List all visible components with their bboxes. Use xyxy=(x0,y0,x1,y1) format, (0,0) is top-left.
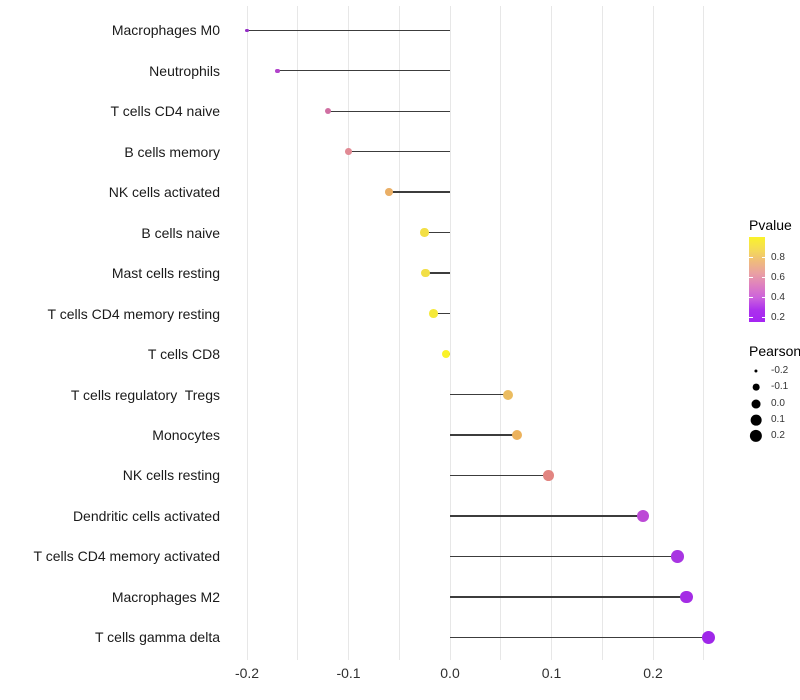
y-axis-label: T cells regulatory Tregs xyxy=(70,386,220,403)
x-axis-tick-label: -0.2 xyxy=(234,665,260,681)
lollipop-dot xyxy=(543,470,554,481)
lollipop-dot xyxy=(429,309,439,318)
y-axis-label: Neutrophils xyxy=(149,62,220,79)
lollipop-dot xyxy=(502,389,513,400)
y-axis-label: T cells CD8 xyxy=(147,346,220,363)
x-gridline xyxy=(449,6,451,660)
pearson-legend-label: 0.2 xyxy=(771,430,785,442)
colorbar-tick xyxy=(761,276,765,279)
colorbar-tick xyxy=(761,256,765,259)
lollipop-dot xyxy=(245,28,249,32)
x-axis-tick-label: 0.2 xyxy=(643,665,663,681)
x-gridline xyxy=(601,6,603,660)
lollipop-dot xyxy=(345,148,352,156)
lollipop-stem xyxy=(328,110,450,112)
y-axis-label: Mast cells resting xyxy=(111,265,220,282)
colorbar-tick xyxy=(749,276,753,279)
lollipop-dot xyxy=(702,630,716,644)
pvalue-colorbar xyxy=(749,237,765,322)
colorbar-tick-label: 0.6 xyxy=(771,271,785,283)
lollipop-dot xyxy=(420,228,429,237)
lollipop-dot xyxy=(325,108,332,115)
x-gridline xyxy=(348,6,349,660)
lollipop-stem xyxy=(424,231,450,234)
pearson-legend-label: -0.1 xyxy=(771,381,789,393)
lollipop-dot xyxy=(671,550,684,563)
lollipop-stem xyxy=(425,272,450,274)
lollipop-stem xyxy=(389,191,450,193)
y-axis-label: B cells memory xyxy=(124,143,220,160)
y-axis-label: T cells gamma delta xyxy=(94,629,220,646)
lollipop-stem xyxy=(450,555,678,558)
y-axis-label: Dendritic cells activated xyxy=(72,507,220,524)
pearson-legend-dot xyxy=(749,430,763,443)
pvalue-legend-title: Pvalue xyxy=(749,217,792,233)
colorbar-tick xyxy=(749,296,753,299)
y-axis-label: NK cells resting xyxy=(122,467,220,484)
colorbar-tick-label: 0.8 xyxy=(771,251,785,263)
colorbar-tick-label: 0.2 xyxy=(771,311,785,323)
y-axis-label: Macrophages M2 xyxy=(111,588,220,605)
lollipop-dot xyxy=(680,590,693,604)
lollipop-dot xyxy=(636,509,649,522)
y-axis-label: T cells CD4 naive xyxy=(110,103,220,120)
x-gridline xyxy=(500,6,502,660)
x-gridline xyxy=(398,6,400,660)
x-axis-tick-label: 0.1 xyxy=(541,665,562,681)
lollipop-dot xyxy=(441,349,451,359)
x-axis-tick-label: 0.0 xyxy=(440,665,460,681)
y-axis-label: Monocytes xyxy=(152,427,220,443)
lollipop-dot xyxy=(511,429,523,441)
y-axis-label: T cells CD4 memory activated xyxy=(33,548,220,565)
pearson-legend-label: -0.2 xyxy=(771,365,789,376)
colorbar-tick xyxy=(749,256,753,259)
lollipop-stem xyxy=(450,434,517,436)
lollipop-stem xyxy=(433,312,450,315)
pearson-legend-dot xyxy=(750,414,762,426)
lollipop-stem xyxy=(277,70,450,72)
x-gridline xyxy=(297,6,299,660)
colorbar-tick-label: 0.4 xyxy=(771,291,785,303)
y-axis-label: B cells naive xyxy=(141,224,220,241)
lollipop-stem xyxy=(450,636,709,639)
y-axis-label: NK cells activated xyxy=(108,184,220,201)
pearson-legend-title: Pearson xyxy=(749,343,800,359)
x-gridline xyxy=(551,6,552,660)
colorbar-tick xyxy=(761,296,765,299)
lollipop-stem xyxy=(450,596,687,598)
y-axis-label: T cells CD4 memory resting xyxy=(47,305,220,322)
pearson-legend-dot xyxy=(751,399,761,409)
pearson-legend-dot xyxy=(752,383,760,391)
lollipop-dot xyxy=(385,188,393,196)
pearson-legend-label: 0.0 xyxy=(771,397,785,409)
colorbar-tick xyxy=(761,316,765,319)
lollipop-stem xyxy=(450,474,549,477)
lollipop-dot xyxy=(275,68,280,73)
colorbar-tick xyxy=(749,316,753,319)
lollipop-dot xyxy=(421,268,430,278)
lollipop-stem xyxy=(247,29,450,31)
x-axis-tick-label: -0.1 xyxy=(336,665,361,681)
y-axis-label: Macrophages M0 xyxy=(111,22,220,39)
x-gridline xyxy=(246,6,248,660)
lollipop-stem xyxy=(450,515,643,517)
lollipop-stem xyxy=(450,393,508,396)
pearson-legend-dot xyxy=(754,369,758,373)
x-gridline xyxy=(652,6,654,660)
lollipop-stem xyxy=(348,151,450,153)
pearson-legend-label: 0.1 xyxy=(771,413,785,425)
x-gridline xyxy=(703,6,705,660)
